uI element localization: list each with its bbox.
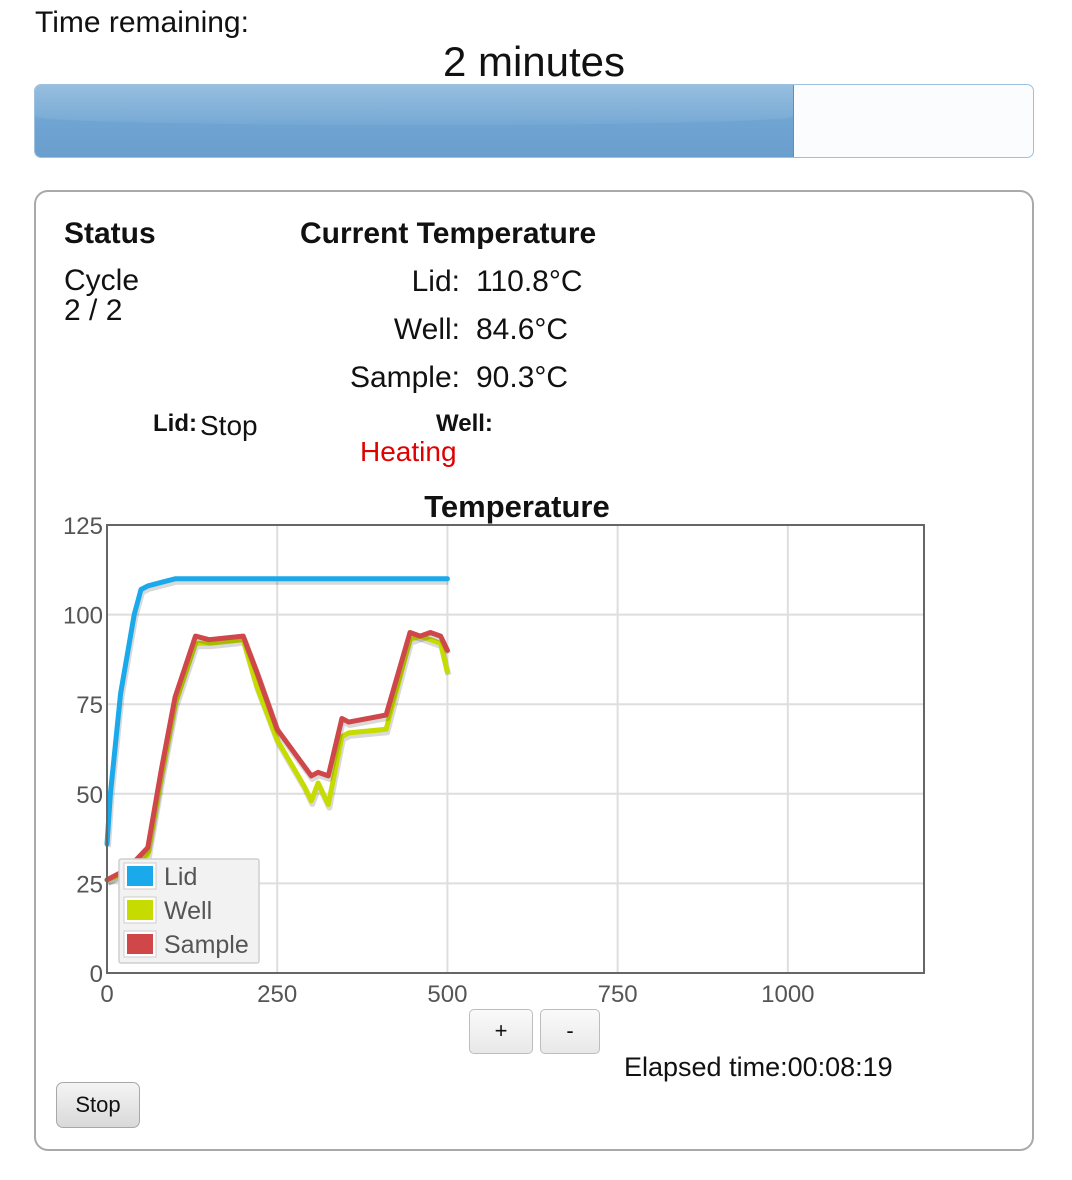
legend-swatch-sample <box>127 934 153 954</box>
lid-state-value: Stop <box>200 410 258 441</box>
legend-label-well: Well <box>164 897 212 925</box>
lid-temp-label: Lid: <box>411 265 460 298</box>
well-temp-value: 84.6°C <box>476 313 569 346</box>
y-tick-label: 75 <box>76 692 103 719</box>
legend-swatch-well <box>127 900 153 920</box>
zoom-out-button[interactable]: - <box>540 1009 600 1054</box>
series-line-sample <box>104 630 450 883</box>
time-remaining-value: 2 minutes <box>442 38 626 85</box>
series-line-lid <box>104 576 450 847</box>
elapsed-time-label: Elapsed time: <box>624 1052 788 1082</box>
lid-temp-value: 110.8°C <box>476 265 583 298</box>
status-cycle: Cycle 2 / 2 <box>64 266 139 326</box>
lid-state-label: Lid: <box>153 410 197 437</box>
well-state-value: Heating <box>360 436 457 467</box>
elapsed-time-value: 00:08:19 <box>787 1052 893 1082</box>
stop-button[interactable]: Stop <box>56 1082 140 1128</box>
x-tick-label: 250 <box>257 981 297 1008</box>
plot-frame <box>106 524 925 974</box>
zoom-in-button[interactable]: + <box>469 1009 533 1054</box>
x-tick-label: 500 <box>427 981 467 1008</box>
elapsed-time: Elapsed time:00:08:19 <box>624 1052 893 1083</box>
legend-label-sample: Sample <box>164 931 249 959</box>
legend-label-lid: Lid <box>164 863 197 891</box>
current-temperature-heading: Current Temperature <box>300 217 597 250</box>
x-tick-label: 1000 <box>761 981 814 1008</box>
y-tick-label: 0 <box>90 961 103 988</box>
y-tick-label: 125 <box>63 513 103 540</box>
status-heading: Status <box>64 217 156 250</box>
well-temp-label: Well: <box>393 313 460 346</box>
cycle-value: 2 / 2 <box>64 294 123 327</box>
progress-bar-fill <box>35 85 795 157</box>
time-remaining-label: Time remaining: <box>35 6 249 39</box>
x-tick-label: 0 <box>100 981 113 1008</box>
x-tick-label: 750 <box>598 981 638 1008</box>
well-state-label: Well: <box>436 410 493 437</box>
y-tick-label: 25 <box>76 871 103 898</box>
legend-swatch-lid <box>127 866 153 886</box>
time-remaining-progress-bar <box>34 84 1034 158</box>
chart-title: Temperature <box>424 489 610 524</box>
y-tick-label: 50 <box>76 782 103 809</box>
y-tick-label: 100 <box>63 603 103 630</box>
sample-temp-value: 90.3°C <box>476 361 569 394</box>
cycle-label: Cycle <box>64 264 140 297</box>
sample-temp-label: Sample: <box>349 361 460 394</box>
